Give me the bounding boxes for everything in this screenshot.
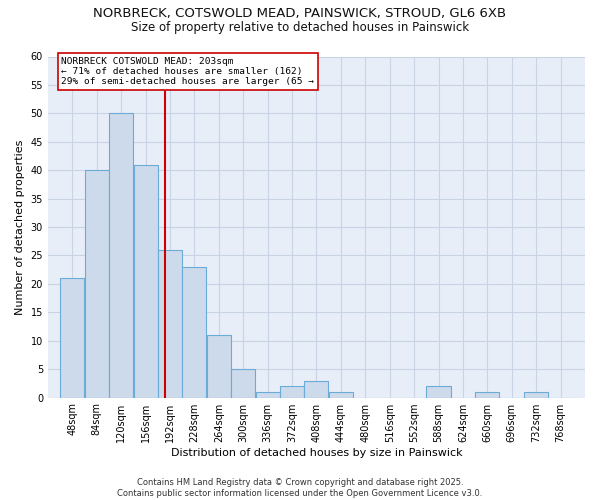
Bar: [158, 250, 182, 398]
Bar: [60, 278, 85, 398]
Bar: [182, 267, 206, 398]
Text: Contains HM Land Registry data © Crown copyright and database right 2025.
Contai: Contains HM Land Registry data © Crown c…: [118, 478, 482, 498]
Bar: [256, 392, 280, 398]
Bar: [231, 369, 255, 398]
X-axis label: Distribution of detached houses by size in Painswick: Distribution of detached houses by size …: [170, 448, 462, 458]
Bar: [524, 392, 548, 398]
Text: Size of property relative to detached houses in Painswick: Size of property relative to detached ho…: [131, 21, 469, 34]
Bar: [85, 170, 109, 398]
Text: NORBRECK COTSWOLD MEAD: 203sqm
← 71% of detached houses are smaller (162)
29% of: NORBRECK COTSWOLD MEAD: 203sqm ← 71% of …: [61, 56, 314, 86]
Bar: [329, 392, 353, 398]
Bar: [427, 386, 451, 398]
Bar: [109, 114, 133, 398]
Bar: [304, 380, 328, 398]
Bar: [134, 164, 158, 398]
Bar: [280, 386, 304, 398]
Y-axis label: Number of detached properties: Number of detached properties: [15, 140, 25, 314]
Bar: [475, 392, 499, 398]
Bar: [207, 335, 231, 398]
Text: NORBRECK, COTSWOLD MEAD, PAINSWICK, STROUD, GL6 6XB: NORBRECK, COTSWOLD MEAD, PAINSWICK, STRO…: [94, 8, 506, 20]
